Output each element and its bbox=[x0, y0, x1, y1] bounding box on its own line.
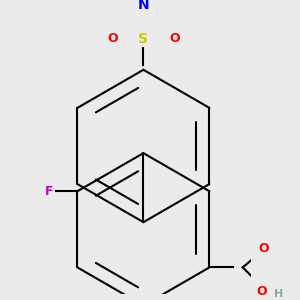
Text: O: O bbox=[259, 242, 269, 255]
Text: O: O bbox=[256, 285, 267, 298]
Text: N: N bbox=[138, 0, 149, 13]
Text: S: S bbox=[138, 32, 148, 46]
Text: O: O bbox=[107, 32, 118, 45]
Text: H: H bbox=[274, 289, 283, 298]
Text: O: O bbox=[169, 32, 180, 45]
Text: N: N bbox=[138, 0, 149, 13]
Text: F: F bbox=[45, 185, 53, 198]
